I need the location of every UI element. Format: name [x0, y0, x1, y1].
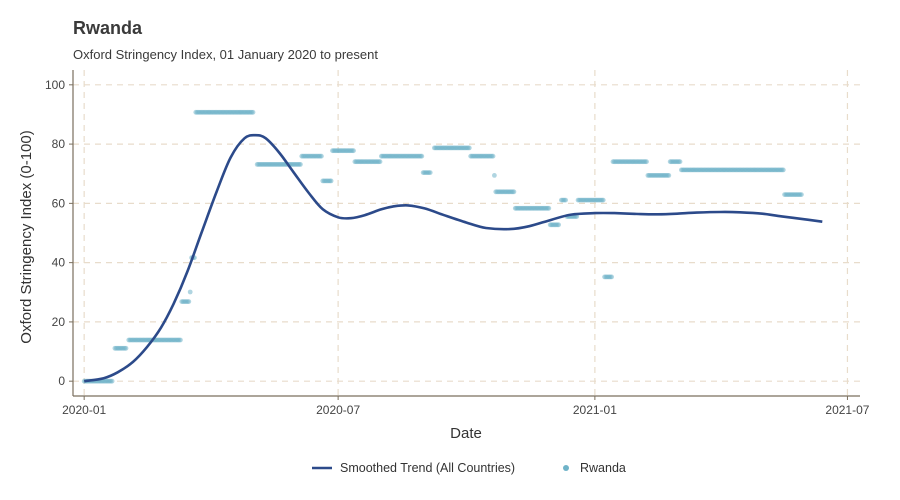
legend-points-label: Rwanda: [580, 461, 626, 475]
data-point: [319, 153, 324, 159]
data-point: [799, 192, 804, 198]
chart-title: Rwanda: [73, 18, 143, 38]
data-point: [666, 173, 672, 178]
gridlines: [73, 70, 860, 396]
chart-subtitle: Oxford Stringency Index, 01 January 2020…: [73, 47, 378, 62]
data-point: [490, 153, 496, 159]
y-tick-label-0: 0: [58, 374, 65, 388]
x-tick-label-2021-01: 2021-01: [573, 403, 617, 417]
tick-labels: 0 20 40 60 80 100 2020-01 2020-07 2021-01 2021-07: [45, 78, 870, 417]
data-point: [250, 109, 256, 115]
data-point: [187, 289, 193, 295]
data-point: [546, 205, 552, 211]
y-tick-label-60: 60: [52, 196, 66, 210]
rwanda-points: [81, 109, 804, 384]
data-point: [492, 173, 497, 178]
y-axis-title: Oxford Stringency Index (0-100): [18, 130, 35, 343]
trend-line-group: [83, 133, 823, 383]
data-point: [419, 153, 425, 159]
data-point: [677, 159, 683, 165]
data-point: [609, 274, 614, 280]
data-point: [328, 178, 334, 184]
legend: Smoothed Trend (All Countries) Rwanda: [312, 461, 626, 475]
data-point: [377, 159, 383, 165]
y-tick-label-100: 100: [45, 78, 65, 92]
y-tick-label-20: 20: [52, 315, 66, 329]
data-point: [780, 167, 786, 173]
data-point: [644, 159, 649, 165]
data-point: [556, 222, 561, 228]
y-tick-label-40: 40: [52, 256, 66, 270]
x-axis-title: Date: [450, 425, 482, 442]
data-point: [298, 162, 303, 167]
smoothed-trend-line: [83, 133, 823, 383]
legend-points-swatch: [563, 465, 569, 471]
data-point: [351, 148, 356, 154]
data-point: [511, 189, 517, 195]
data-point: [563, 197, 568, 203]
y-tick-label-80: 80: [52, 137, 66, 151]
data-point: [600, 197, 606, 203]
data-point: [123, 345, 129, 351]
data-point: [186, 299, 192, 304]
x-tick-label-2021-07: 2021-07: [825, 403, 869, 417]
x-tick-label-2020-07: 2020-07: [316, 403, 360, 417]
data-point: [109, 378, 115, 384]
axes: [69, 70, 860, 400]
x-tick-label-2020-01: 2020-01: [62, 403, 106, 417]
legend-trend-label: Smoothed Trend (All Countries): [340, 461, 515, 475]
data-point: [427, 170, 433, 176]
data-point: [466, 145, 472, 151]
data-point: [178, 337, 183, 343]
